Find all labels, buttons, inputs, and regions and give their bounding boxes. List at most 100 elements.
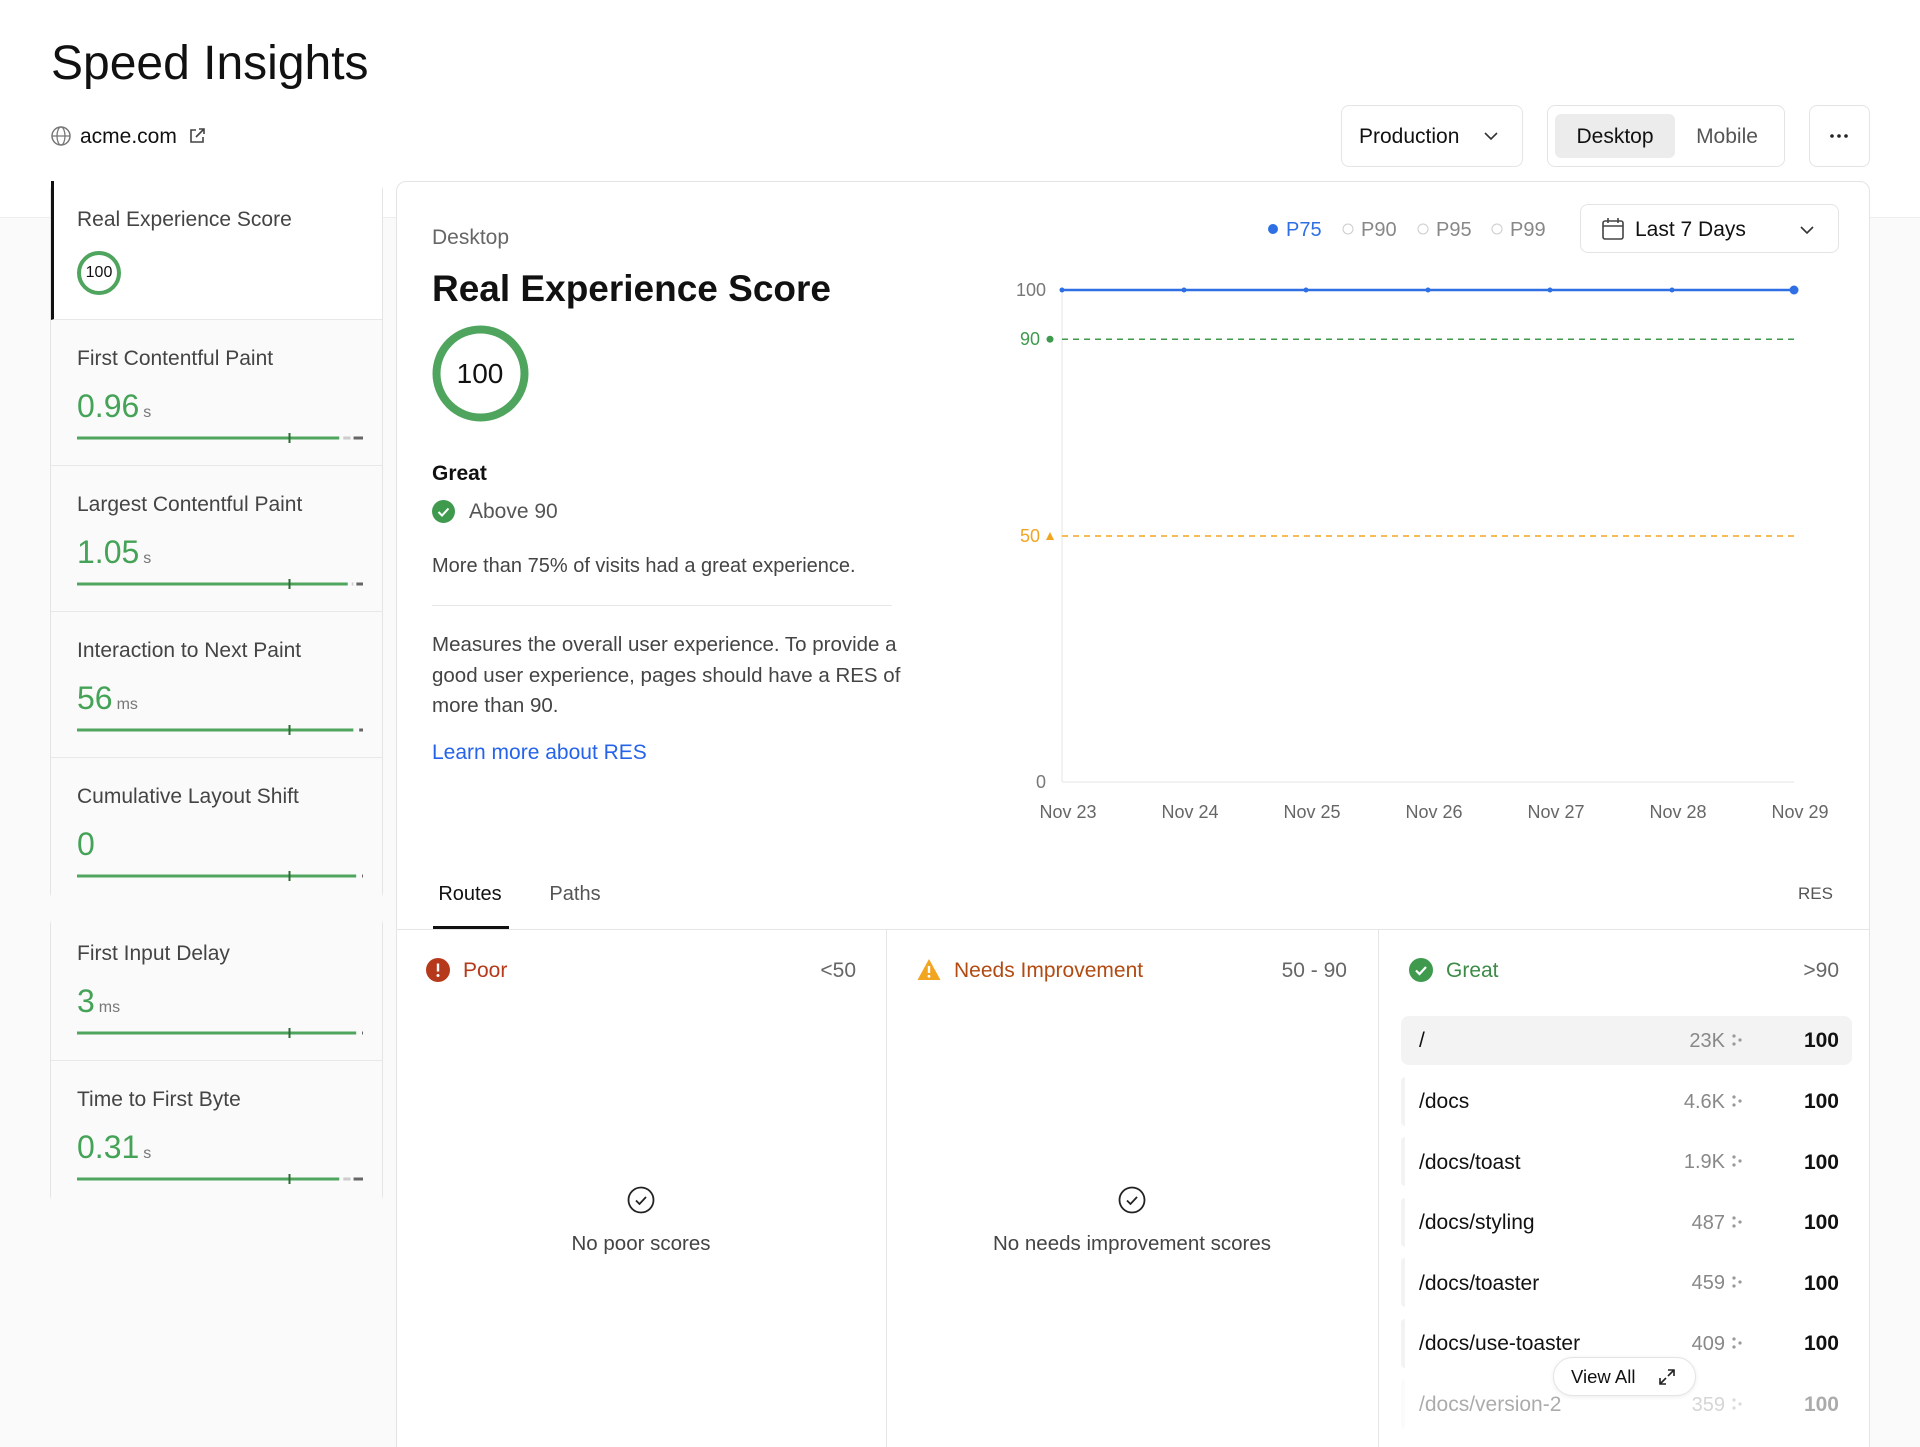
route-visits: 23K (1689, 1030, 1725, 1052)
column-divider (1378, 930, 1379, 1447)
detail-title: Real Experience Score (432, 267, 831, 309)
metric-unit: s (143, 550, 152, 567)
metric-name: Interaction to Next Paint (77, 639, 302, 663)
route-path: /docs (1419, 1090, 1470, 1113)
expand-icon (1659, 1369, 1675, 1385)
divider (396, 929, 1870, 930)
device-option[interactable]: Mobile (1696, 125, 1758, 149)
metric-row[interactable] (51, 466, 382, 612)
metric-value-group: 0.96 s (77, 386, 151, 433)
route-path: /docs/version-2 (1419, 1393, 1562, 1416)
view-all-label[interactable]: View All (1571, 1365, 1636, 1387)
learn-more-link[interactable]: Learn more about RES (432, 741, 647, 765)
route-visits: 409 (1691, 1333, 1725, 1355)
empty-check-icon (627, 1186, 655, 1214)
view-all-button[interactable] (1553, 1357, 1696, 1396)
column-divider (886, 930, 887, 1447)
detail-panel (396, 181, 1870, 1447)
visits-icon (1732, 1397, 1742, 1410)
more-icon (1830, 134, 1848, 138)
group-icon (1409, 958, 1433, 982)
metric-value: 0 (77, 826, 95, 862)
route-visits: 459 (1691, 1272, 1725, 1295)
route-row-bar (1401, 1197, 1405, 1247)
metric-name: First Input Delay (77, 942, 230, 966)
tab[interactable]: Paths (549, 883, 601, 905)
route-score: 100 (1803, 1211, 1839, 1235)
route-row-bar (1401, 1258, 1405, 1308)
route-score: 100 (1803, 1332, 1839, 1356)
route-score: 100 (1803, 1393, 1839, 1416)
detail-device: Desktop (432, 226, 510, 250)
route-row-bar (1401, 1319, 1405, 1368)
external-link-icon (190, 128, 205, 143)
detail-description: Measures the overall user experience. To… (432, 633, 901, 717)
route-row-bar (1401, 1076, 1405, 1126)
metric-name: Cumulative Layout Shift (77, 785, 299, 809)
calendar-icon (1602, 218, 1624, 240)
score-ring (77, 251, 121, 295)
metric-row[interactable] (51, 915, 382, 1061)
metric-value-group: 1.05 s (77, 532, 151, 579)
empty-message: No poor scores (571, 1231, 711, 1255)
visits-icon (1732, 1034, 1742, 1046)
metric-bar (77, 1028, 363, 1038)
route-path: /docs/toaster (1419, 1271, 1540, 1295)
route-score: 100 (1803, 1271, 1839, 1295)
metric-bar (77, 871, 363, 881)
route-visits: 4.6K (1683, 1090, 1725, 1113)
metric-unit: s (143, 1145, 152, 1162)
environment-select[interactable] (1341, 105, 1523, 167)
route-score: 100 (1803, 1150, 1839, 1174)
metric-value-group: 0.31 s (77, 1127, 151, 1174)
detail-score-ring (432, 325, 529, 422)
device-option[interactable]: Desktop (1576, 125, 1654, 149)
detail-threshold: Above 90 (469, 500, 558, 524)
route-row-bar (1401, 1137, 1405, 1187)
check-icon (432, 500, 455, 523)
metric-value-group: 3 ms (77, 981, 120, 1028)
metric-name: First Contentful Paint (77, 347, 274, 371)
metric-unit: ms (98, 999, 121, 1016)
device-active-pill (1555, 114, 1675, 158)
date-range-label: Last 7 Days (1635, 218, 1746, 242)
route-visits: 359 (1691, 1393, 1725, 1416)
route-path: / (1419, 1029, 1425, 1053)
detail-score: 100 (456, 358, 504, 390)
metric-name: Time to First Byte (77, 1088, 241, 1112)
environment-label: Production (1359, 125, 1460, 149)
group-range: 50 - 90 (1281, 959, 1347, 983)
group-name: Poor (463, 959, 508, 983)
route-visits: 1.9K (1683, 1151, 1725, 1174)
metric-name: Largest Contentful Paint (77, 493, 303, 517)
column-header: RES (1798, 883, 1833, 903)
visits-icon (1732, 1155, 1742, 1167)
route-path: /docs/toast (1419, 1150, 1521, 1174)
metric-bar (77, 1174, 363, 1184)
metric-row[interactable] (51, 181, 382, 320)
route-score: 100 (1803, 1090, 1839, 1113)
group-icon (426, 958, 450, 982)
metric-value: 1.05 (77, 534, 140, 570)
page-title: Speed Insights (51, 37, 369, 91)
chevron-down (1800, 226, 1814, 235)
metric-value: 3 (77, 983, 95, 1019)
metric-row[interactable] (51, 1061, 382, 1207)
group-icon (917, 959, 941, 980)
metric-row[interactable] (51, 612, 382, 758)
tab[interactable]: Routes (438, 883, 502, 905)
metric-value: 56 (77, 680, 113, 716)
metric-row[interactable] (51, 320, 382, 466)
metric-score: 100 (85, 264, 113, 282)
group-name: Great (1446, 959, 1499, 983)
metric-row[interactable] (51, 758, 382, 904)
detail-rating: Great (432, 462, 487, 486)
metric-bar (77, 579, 363, 589)
metric-value-group: 56 ms (77, 678, 138, 725)
visits-icon (1732, 1094, 1742, 1107)
route-path: /docs/use-toaster (1419, 1332, 1581, 1356)
domain-link[interactable]: acme.com (80, 125, 177, 149)
route-row[interactable] (1401, 1016, 1852, 1065)
metric-value-group: 0 (77, 824, 95, 871)
